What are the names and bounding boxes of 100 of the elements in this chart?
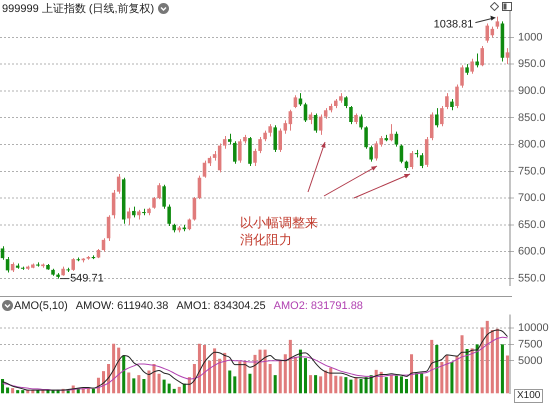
candlestick (445, 92, 449, 110)
bar (440, 362, 444, 394)
text: AMOW: 611940.38 (76, 300, 168, 312)
candlestick (470, 58, 474, 74)
bar (430, 340, 434, 394)
bar (404, 379, 408, 394)
candlestick (233, 140, 237, 164)
bar (314, 375, 318, 394)
candlestick (188, 218, 192, 231)
y-tick-label: 550.0 (518, 272, 546, 284)
candlestick (116, 173, 120, 194)
bar (288, 340, 292, 394)
chart-title: AMO(5,10) (14, 300, 68, 312)
bar (268, 364, 272, 394)
bar (319, 376, 322, 394)
bar (506, 356, 509, 394)
bar (158, 374, 161, 394)
candlestick (102, 238, 106, 252)
candlestick (132, 206, 136, 218)
annotation: 549.71 (70, 272, 104, 285)
candlestick (465, 64, 469, 76)
bar (339, 376, 342, 394)
candlestick (394, 131, 398, 148)
candlestick (273, 124, 277, 153)
candlestick (349, 105, 353, 125)
candlestick (369, 145, 373, 162)
bar (258, 350, 262, 394)
bar (445, 356, 448, 394)
candlestick (339, 92, 343, 104)
y-tick-label: 800.0 (518, 138, 546, 151)
bar (354, 377, 358, 394)
candlestick (475, 52, 479, 68)
bar (223, 352, 226, 394)
bar (324, 370, 328, 394)
candlestick (228, 133, 232, 146)
bar (470, 348, 474, 394)
candlestick (10, 262, 14, 273)
candlestick (152, 196, 156, 210)
bar (21, 390, 24, 394)
bar (16, 390, 20, 394)
candlestick (304, 102, 308, 123)
bar (178, 386, 181, 394)
bar (284, 354, 287, 394)
candlestick (126, 207, 131, 226)
bar (476, 344, 479, 394)
bar (122, 356, 126, 394)
text: AMO2: 831791.88 (274, 300, 363, 312)
candlestick (400, 144, 404, 164)
candlestick (404, 160, 408, 171)
y-tick-label: 950.0 (518, 58, 546, 70)
bar (228, 370, 232, 394)
bar (400, 376, 403, 394)
candlestick (324, 108, 328, 120)
candlestick (450, 98, 454, 111)
bar (455, 356, 458, 394)
bar (490, 330, 494, 394)
candlestick (61, 266, 65, 276)
bar (298, 350, 302, 394)
candlestick (440, 105, 444, 127)
candlestick (420, 152, 424, 169)
bar (420, 373, 424, 394)
bar (168, 384, 171, 394)
bar (460, 335, 464, 394)
candlestick (460, 64, 464, 88)
bar (218, 358, 222, 394)
y-tick-label: 600.0 (518, 246, 546, 258)
annotation: 1038.81 (434, 18, 474, 31)
bar (334, 376, 338, 394)
bar (248, 374, 252, 394)
candlestick (308, 112, 312, 125)
bar (394, 376, 398, 394)
bar (486, 320, 489, 394)
text: AMO1: 834304.25 (176, 300, 266, 312)
bar (435, 345, 438, 394)
bar (127, 372, 130, 394)
bar (162, 380, 166, 394)
candlestick (364, 126, 368, 150)
candlestick (334, 98, 338, 109)
bar (253, 354, 257, 394)
bar (466, 348, 469, 394)
bar (278, 360, 282, 394)
candlestick (96, 248, 100, 259)
candlestick (410, 150, 414, 170)
candlestick (314, 112, 318, 134)
bar (11, 388, 14, 394)
bar (147, 370, 150, 394)
y-tick-label: 650.0 (518, 218, 546, 231)
bar (213, 348, 216, 394)
candlestick (157, 182, 161, 200)
bar (117, 348, 120, 394)
candlestick (198, 175, 202, 200)
candlestick (258, 136, 262, 154)
bar (243, 361, 246, 394)
y-tick-label: 850.0 (518, 112, 546, 124)
candlestick (162, 184, 166, 210)
candlestick (359, 114, 363, 130)
bar (304, 358, 308, 394)
candlestick (0, 246, 4, 260)
bar (137, 375, 140, 394)
bar (384, 377, 388, 394)
